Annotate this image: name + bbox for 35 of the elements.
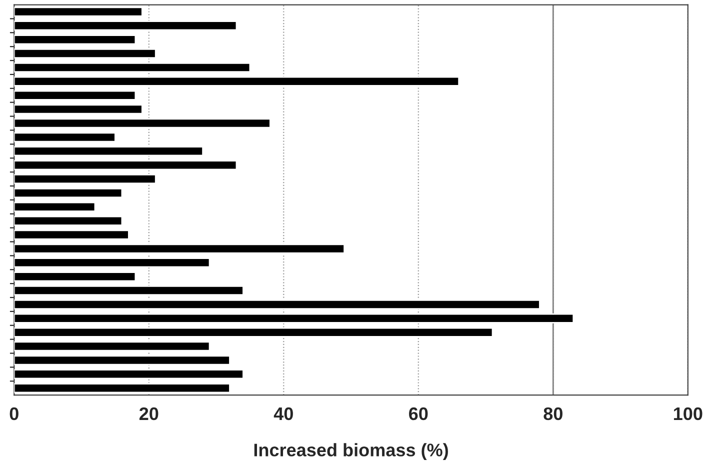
bar [14, 118, 271, 128]
bar [14, 341, 210, 352]
bar [14, 369, 244, 380]
bar [14, 383, 230, 394]
bar [14, 62, 251, 73]
bar [14, 216, 123, 226]
x-tick-label: 80 [544, 407, 562, 420]
bar [14, 6, 143, 17]
bar [14, 160, 238, 170]
bar [14, 174, 156, 184]
bar [14, 48, 156, 59]
bar [14, 202, 96, 212]
bar [14, 20, 238, 31]
bar [14, 132, 116, 142]
bar [14, 90, 136, 100]
bar [14, 188, 123, 198]
bar [14, 34, 136, 45]
bar [14, 258, 210, 268]
bar [14, 286, 244, 296]
x-tick-label: 40 [274, 407, 293, 420]
x-tick-label: 100 [674, 407, 702, 420]
bar [14, 313, 574, 324]
bar [14, 76, 460, 86]
bar [14, 272, 136, 282]
bar [14, 327, 494, 338]
bar [14, 299, 540, 310]
x-tick-label: 60 [409, 407, 428, 420]
x-tick-label: 20 [139, 407, 158, 420]
bar [14, 104, 143, 114]
x-tick-label: 0 [10, 407, 18, 420]
bar [14, 244, 345, 254]
bar [14, 355, 230, 366]
bar [14, 230, 130, 240]
bar [14, 146, 204, 156]
x-axis-title: Increased biomass (%) [254, 443, 448, 460]
